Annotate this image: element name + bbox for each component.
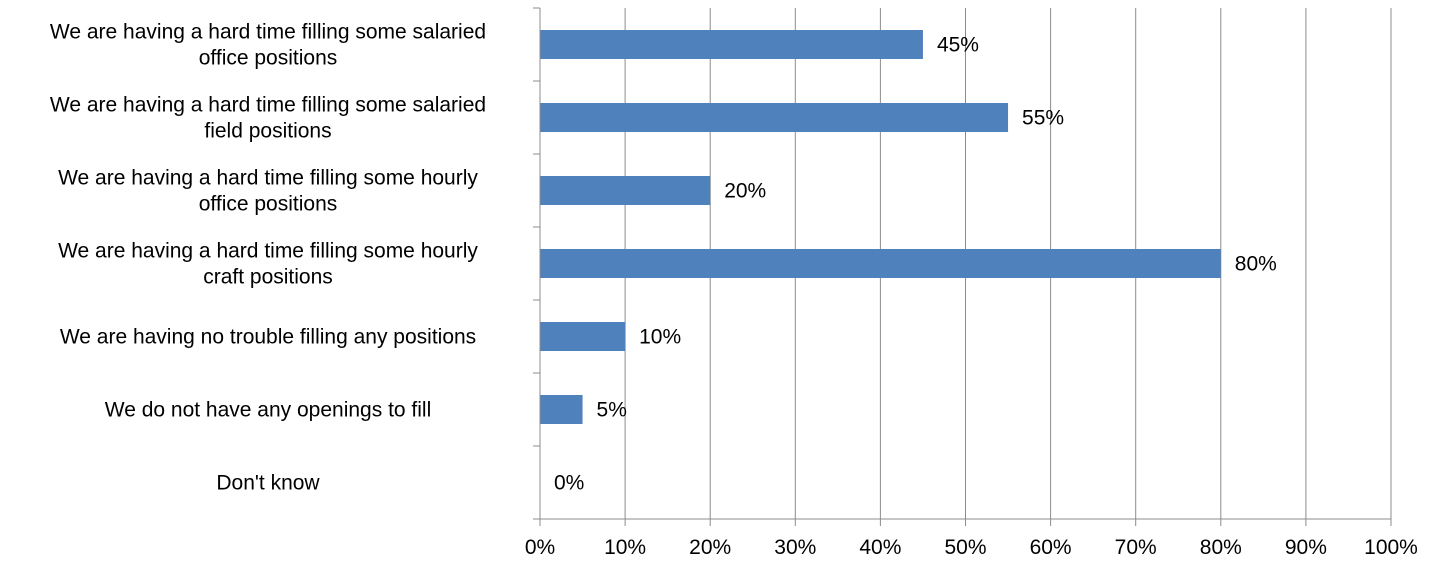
category-label: We are having no trouble filling any pos…	[60, 326, 476, 349]
category-label-line: We are having a hard time filling some s…	[50, 94, 486, 117]
axes	[533, 7, 1391, 520]
category-label: We are having a hard time filling some h…	[58, 240, 478, 289]
data-label: 80%	[1235, 253, 1277, 276]
bar	[540, 30, 923, 59]
bar	[540, 176, 711, 205]
x-tick-label: 40%	[859, 536, 901, 559]
category-label-line: field positions	[204, 120, 331, 143]
category-label: Don't know	[216, 472, 320, 495]
category-label-line: Don't know	[216, 472, 320, 495]
x-tick-label: 80%	[1200, 536, 1242, 559]
data-label: 55%	[1022, 107, 1064, 130]
category-label-line: We are having a hard time filling some h…	[58, 240, 478, 263]
x-tick-label: 20%	[689, 536, 731, 559]
bar	[540, 322, 626, 351]
bar	[540, 249, 1221, 278]
category-label: We are having a hard time filling some s…	[50, 21, 486, 70]
category-label-line: office positions	[199, 47, 338, 70]
x-tick-label: 70%	[1115, 536, 1157, 559]
data-label: 0%	[554, 472, 584, 495]
category-label-line: We are having a hard time filling some s…	[50, 21, 486, 44]
bar	[540, 103, 1009, 132]
labels: 0% 10% 20% 30% 40% 50% 60% 70% 80% 90% 100% 45% We a…	[50, 21, 1418, 560]
category-label-line: office positions	[199, 193, 338, 216]
bars	[540, 30, 1221, 424]
x-tick-label: 100%	[1364, 536, 1418, 559]
data-label: 45%	[937, 34, 979, 57]
category-label-line: We do not have any openings to fill	[105, 399, 432, 422]
data-label: 10%	[639, 326, 681, 349]
x-tick-label: 30%	[774, 536, 816, 559]
bar	[540, 395, 583, 424]
category-label-line: We are having no trouble filling any pos…	[60, 326, 476, 349]
x-tick-label: 60%	[1030, 536, 1072, 559]
category-label: We do not have any openings to fill	[105, 399, 432, 422]
x-tick-label: 0%	[525, 536, 555, 559]
data-label: 5%	[597, 399, 627, 422]
category-label-line: craft positions	[203, 266, 333, 289]
x-tick-label: 10%	[604, 536, 646, 559]
category-label-line: We are having a hard time filling some h…	[58, 167, 478, 190]
category-label: We are having a hard time filling some s…	[50, 94, 486, 143]
x-tick-label: 90%	[1285, 536, 1327, 559]
category-label: We are having a hard time filling some h…	[58, 167, 478, 216]
data-label: 20%	[724, 180, 766, 203]
x-tick-label: 50%	[944, 536, 986, 559]
